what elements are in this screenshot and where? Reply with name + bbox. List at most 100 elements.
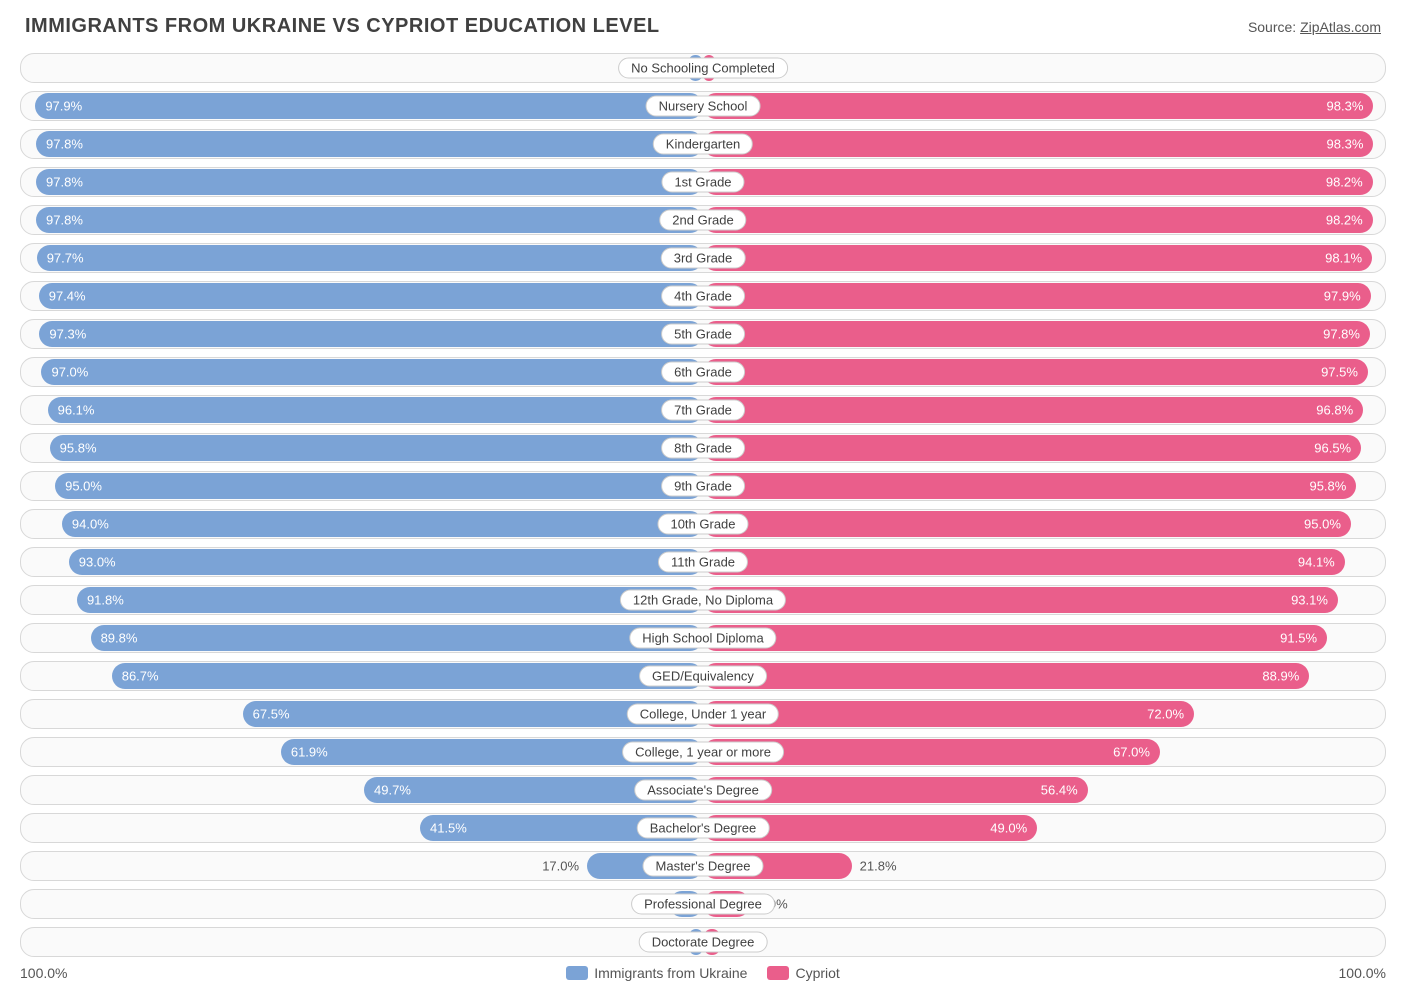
category-label: 5th Grade: [661, 324, 745, 345]
value-right: 91.5%: [1280, 631, 1317, 646]
bar-left: [91, 625, 703, 651]
bar-row: 61.9% 67.0% College, 1 year or more: [20, 737, 1386, 767]
category-label: Professional Degree: [631, 894, 775, 915]
category-label: College, 1 year or more: [622, 742, 784, 763]
value-left: 67.5%: [253, 707, 290, 722]
bar-left: [69, 549, 703, 575]
bar-right: [703, 397, 1363, 423]
value-right: 88.9%: [1262, 669, 1299, 684]
bar-row: 97.8%98.2%2nd Grade: [20, 205, 1386, 235]
value-right: 21.8%: [860, 859, 897, 874]
bar-row: 86.7% 88.9% GED/Equivalency: [20, 661, 1386, 691]
category-label: GED/Equivalency: [639, 666, 767, 687]
category-label: High School Diploma: [629, 628, 776, 649]
legend-item-left: Immigrants from Ukraine: [566, 965, 747, 981]
bar-row: 2.0%2.6%Doctorate Degree: [20, 927, 1386, 957]
category-label: Bachelor's Degree: [637, 818, 770, 839]
bar-left: [112, 663, 703, 689]
bar-row: 97.9%98.3%Nursery School: [20, 91, 1386, 121]
value-right: 94.1%: [1298, 555, 1335, 570]
category-label: 11th Grade: [658, 552, 748, 573]
legend-swatch-right: [767, 966, 789, 980]
value-left: 97.8%: [46, 137, 83, 152]
category-label: No Schooling Completed: [618, 58, 788, 79]
bar-row: 97.7%98.1%3rd Grade: [20, 243, 1386, 273]
value-right: 98.2%: [1326, 175, 1363, 190]
value-right: 98.3%: [1327, 137, 1364, 152]
source-label: Source:: [1248, 19, 1296, 35]
bar-right: [703, 321, 1370, 347]
value-left: 97.8%: [46, 175, 83, 190]
source-site[interactable]: ZipAtlas.com: [1300, 19, 1381, 35]
category-label: 3rd Grade: [661, 248, 746, 269]
chart-header: IMMIGRANTS FROM UKRAINE VS CYPRIOT EDUCA…: [20, 15, 1386, 38]
bar-right: [703, 473, 1356, 499]
category-label: Kindergarten: [653, 134, 753, 155]
bar-left: [77, 587, 703, 613]
value-left: 97.0%: [51, 365, 88, 380]
value-left: 93.0%: [79, 555, 116, 570]
bar-row: 2.2%1.7%No Schooling Completed: [20, 53, 1386, 83]
value-right: 67.0%: [1113, 745, 1150, 760]
bar-right: [703, 93, 1373, 119]
value-right: 97.8%: [1323, 327, 1360, 342]
bar-left: [39, 321, 703, 347]
value-right: 97.5%: [1321, 365, 1358, 380]
value-right: 49.0%: [990, 821, 1027, 836]
bar-left: [55, 473, 703, 499]
bar-row: 97.8% 98.3% Kindergarten: [20, 129, 1386, 159]
axis-max-left: 100.0%: [20, 965, 67, 981]
value-right: 95.0%: [1304, 517, 1341, 532]
bar-row: 17.0%21.8%Master's Degree: [20, 851, 1386, 881]
value-left: 86.7%: [122, 669, 159, 684]
bar-left: [36, 207, 703, 233]
diverging-bar-chart: 2.2%1.7%No Schooling Completed97.9%98.3%…: [20, 53, 1386, 957]
value-left: 97.3%: [49, 327, 86, 342]
bar-right: [703, 435, 1361, 461]
value-left: 61.9%: [291, 745, 328, 760]
chart-title: IMMIGRANTS FROM UKRAINE VS CYPRIOT EDUCA…: [25, 15, 660, 38]
bar-row: 97.0%97.5%6th Grade: [20, 357, 1386, 387]
bar-left: [62, 511, 703, 537]
bar-right: [703, 169, 1373, 195]
chart-footer: 100.0% Immigrants from Ukraine Cypriot 1…: [20, 965, 1386, 981]
category-label: 9th Grade: [661, 476, 745, 497]
bar-left: [50, 435, 703, 461]
bar-right: [703, 663, 1309, 689]
bar-row: 96.1%96.8%7th Grade: [20, 395, 1386, 425]
bar-right: [703, 587, 1338, 613]
bar-row: 67.5% 72.0% College, Under 1 year: [20, 699, 1386, 729]
value-right: 98.1%: [1325, 251, 1362, 266]
bar-right: [703, 625, 1327, 651]
value-right: 97.9%: [1324, 289, 1361, 304]
bar-row: 97.4%97.9%4th Grade: [20, 281, 1386, 311]
category-label: College, Under 1 year: [627, 704, 779, 725]
category-label: 2nd Grade: [659, 210, 746, 231]
value-left: 94.0%: [72, 517, 109, 532]
bar-right: [703, 511, 1351, 537]
bar-row: 89.8% 91.5% High School Diploma: [20, 623, 1386, 653]
bar-right: [703, 131, 1373, 157]
bar-row: 49.7%56.4%Associate's Degree: [20, 775, 1386, 805]
value-left: 49.7%: [374, 783, 411, 798]
value-left: 97.4%: [49, 289, 86, 304]
legend-swatch-left: [566, 966, 588, 980]
bar-left: [36, 131, 703, 157]
bar-row: 91.8%93.1%12th Grade, No Diploma: [20, 585, 1386, 615]
bar-left: [36, 169, 703, 195]
value-right: 72.0%: [1147, 707, 1184, 722]
value-right: 98.2%: [1326, 213, 1363, 228]
value-left: 97.9%: [45, 99, 82, 114]
value-left: 96.1%: [58, 403, 95, 418]
value-right: 95.8%: [1309, 479, 1346, 494]
chart-legend: Immigrants from Ukraine Cypriot: [67, 965, 1338, 981]
category-label: 8th Grade: [661, 438, 745, 459]
value-left: 95.8%: [60, 441, 97, 456]
category-label: 7th Grade: [661, 400, 745, 421]
category-label: 12th Grade, No Diploma: [620, 590, 786, 611]
bar-left: [41, 359, 703, 385]
value-left: 89.8%: [101, 631, 138, 646]
value-right: 96.5%: [1314, 441, 1351, 456]
category-label: Nursery School: [646, 96, 761, 117]
category-label: Doctorate Degree: [639, 932, 768, 953]
